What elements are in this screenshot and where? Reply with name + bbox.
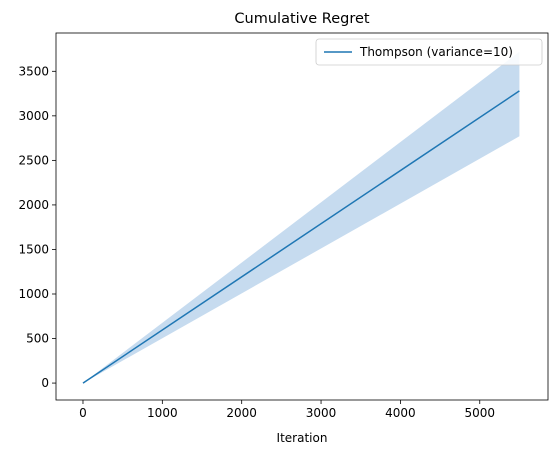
x-tick-label: 4000: [385, 406, 416, 420]
x-tick-label: 5000: [464, 406, 495, 420]
y-tick-label: 0: [41, 376, 49, 390]
legend-box: [315, 38, 543, 66]
y-tick-label: 2000: [18, 198, 49, 212]
chart-title: Cumulative Regret: [234, 11, 369, 27]
legend-label: Thompson (variance=10): [359, 45, 513, 59]
x-tick-label: 1000: [147, 406, 178, 420]
x-tick-label: 3000: [306, 406, 337, 420]
x-axis-label: Iteration: [277, 431, 328, 445]
confidence-band-0: [83, 51, 520, 384]
x-tick-label: 2000: [226, 406, 257, 420]
y-tick-label: 500: [26, 332, 49, 346]
plot-area: [55, 32, 549, 401]
series-line-0: [82, 90, 520, 384]
y-tick-label: 3500: [18, 64, 49, 78]
y-tick-label: 3000: [18, 109, 49, 123]
y-axis: 0 500 1000 1500 2000 2500 3000 3500: [18, 64, 56, 390]
y-tick-label: 2500: [18, 153, 49, 167]
x-axis: 0 1000 2000 3000 4000 5000: [79, 400, 495, 420]
x-tick-label: 0: [79, 406, 87, 420]
plot-frame: [55, 32, 549, 401]
y-tick-label: 1000: [18, 287, 49, 301]
legend: Thompson (variance=10): [315, 38, 543, 66]
y-tick-label: 1500: [18, 242, 49, 256]
